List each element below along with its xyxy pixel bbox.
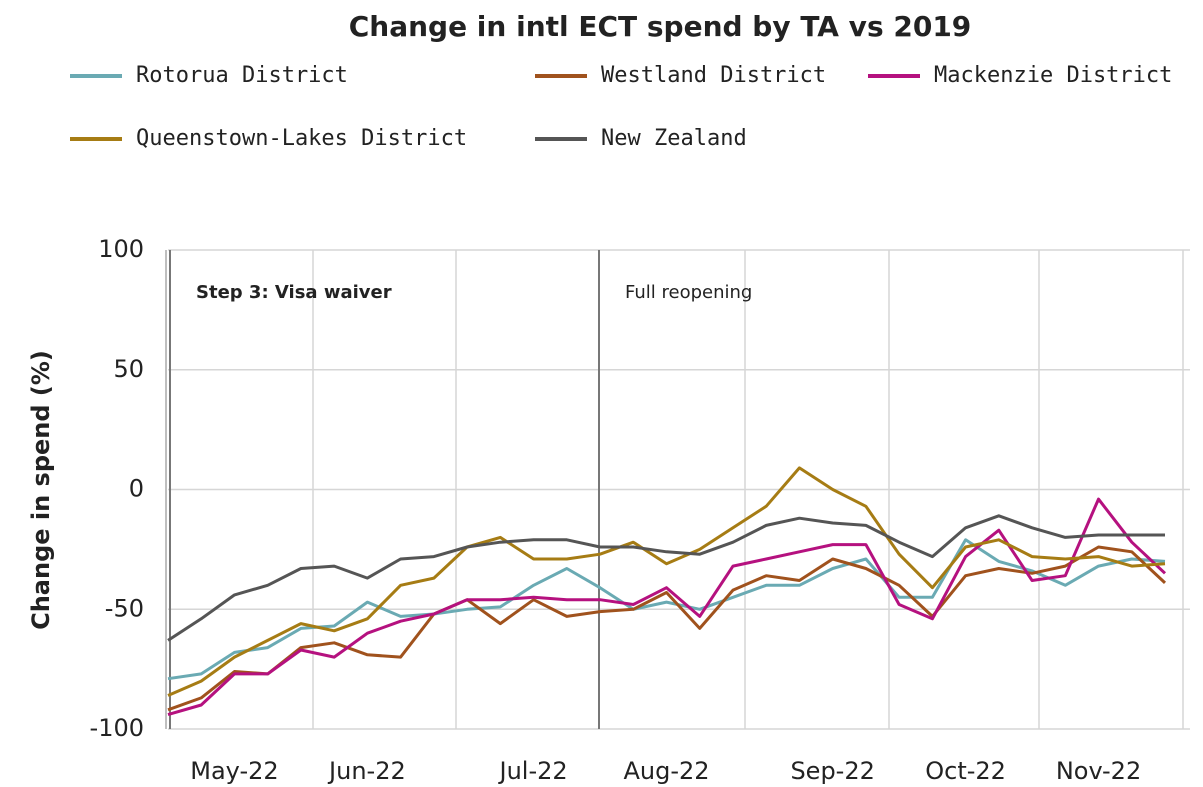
x-tick-label: May-22 (190, 757, 278, 785)
x-tick-label: Oct-22 (925, 757, 1006, 785)
x-tick-label: Jun-22 (327, 757, 406, 785)
legend-label: Westland District (601, 63, 826, 88)
chart-title: Change in intl ECT spend by TA vs 2019 (349, 10, 972, 43)
y-axis-label: Change in spend (%) (27, 350, 55, 630)
series-line (167, 538, 1166, 681)
y-tick-label: 50 (113, 355, 144, 383)
x-tick-label: Sep-22 (790, 757, 874, 785)
x-tick-label: Jul-22 (497, 757, 567, 785)
y-tick-label: 100 (98, 235, 144, 263)
legend-label: Mackenzie District (934, 63, 1172, 88)
annotation-text: Step 3: Visa waiver (196, 282, 392, 303)
series-line (167, 514, 1165, 642)
annotation-text: Full reopening (625, 282, 752, 303)
series-line (167, 466, 1166, 697)
x-tick-label: Nov-22 (1056, 757, 1141, 785)
legend-label: Queenstown-Lakes District (136, 126, 467, 151)
legend-label: New Zealand (601, 126, 747, 151)
x-tick-label: Aug-22 (623, 757, 709, 785)
legend-label: Rotorua District (136, 63, 348, 88)
series-line (167, 497, 1167, 717)
y-tick-label: -100 (90, 714, 144, 742)
y-tick-label: -50 (105, 594, 144, 622)
series-line (167, 545, 1167, 712)
y-tick-label: 0 (129, 475, 144, 503)
